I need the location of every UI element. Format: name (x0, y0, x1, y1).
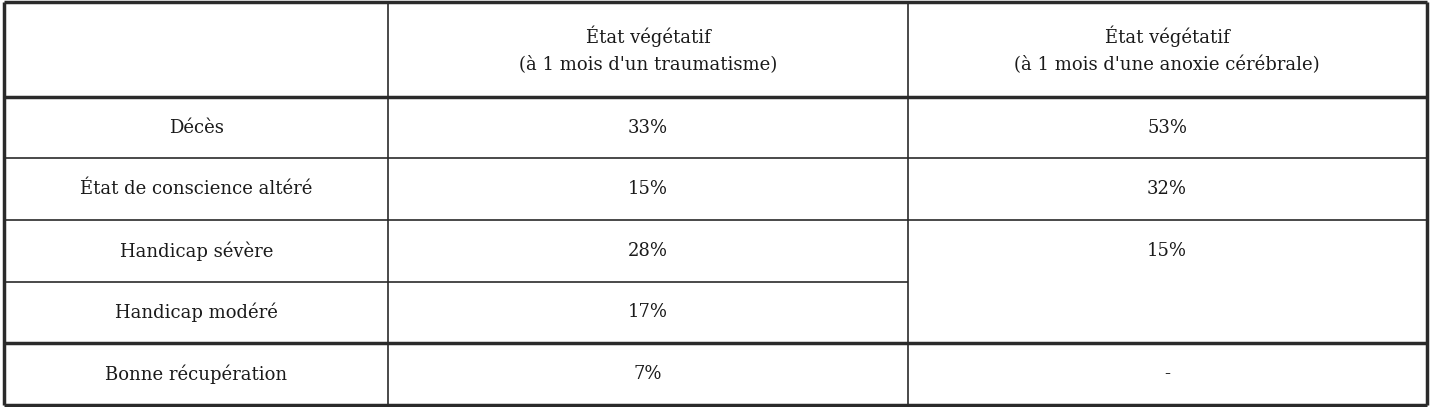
Text: 33%: 33% (628, 118, 668, 136)
Text: Handicap sévère: Handicap sévère (120, 241, 273, 260)
Text: Décès: Décès (169, 118, 223, 136)
Text: -: - (1163, 365, 1171, 383)
Text: 15%: 15% (1148, 242, 1188, 260)
Text: État végétatif
(à 1 mois d'une anoxie cérébrale): État végétatif (à 1 mois d'une anoxie cé… (1015, 25, 1319, 74)
Text: 53%: 53% (1148, 118, 1188, 136)
Text: 15%: 15% (628, 180, 668, 198)
Text: 28%: 28% (628, 242, 668, 260)
Text: État de conscience altéré: État de conscience altéré (80, 180, 312, 198)
Text: 17%: 17% (628, 304, 668, 322)
Text: 32%: 32% (1148, 180, 1188, 198)
Text: Bonne récupération: Bonne récupération (106, 364, 288, 384)
Text: Handicap modéré: Handicap modéré (114, 303, 278, 322)
Text: 7%: 7% (634, 365, 663, 383)
Text: État végétatif
(à 1 mois d'un traumatisme): État végétatif (à 1 mois d'un traumatism… (519, 25, 777, 73)
